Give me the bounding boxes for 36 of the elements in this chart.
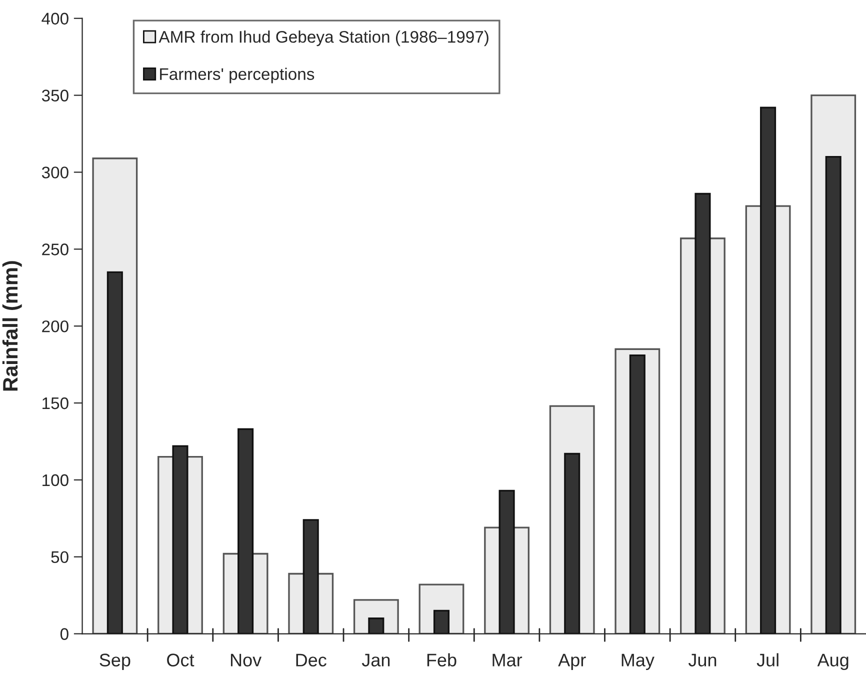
y-tick-label: 50 — [51, 551, 68, 564]
bar — [629, 354, 646, 634]
x-tick-label: Feb — [427, 653, 456, 666]
y-tick-label: 300 — [42, 166, 68, 178]
x-tick-label: Apr — [558, 654, 586, 670]
bar — [368, 618, 384, 634]
x-tick-label: Sep — [100, 654, 130, 670]
y-tick-label: 200 — [42, 320, 68, 332]
x-tick-label: May — [622, 654, 654, 670]
bar — [238, 428, 254, 634]
bar — [172, 445, 188, 634]
legend-label: Farmers' perceptions — [160, 68, 314, 84]
legend-label: AMR from Ihud Gebeya Station (1986–1997) — [158, 30, 488, 46]
x-tick-label: Jan — [362, 654, 390, 666]
x-tick-label: Oct — [167, 654, 194, 666]
bar — [106, 271, 123, 634]
x-tick-label: Nov — [230, 654, 262, 666]
y-tick-label: 100 — [42, 474, 68, 486]
x-tick-label: Aug — [817, 654, 848, 670]
y-tick-label: 350 — [42, 90, 68, 102]
x-tick-label: Jul — [756, 653, 778, 666]
y-tick-label: 400 — [42, 12, 68, 25]
y-tick-label: 250 — [42, 244, 68, 256]
y-tick-label: 0 — [60, 628, 68, 640]
bar — [498, 490, 515, 634]
bar — [433, 610, 450, 634]
bar — [760, 106, 776, 634]
x-tick-label: Jun — [688, 654, 716, 666]
bar — [694, 192, 711, 634]
bar — [302, 519, 319, 634]
y-axis-title: Rainfall (mm) — [2, 261, 22, 391]
x-tick-label: Mar — [492, 654, 522, 666]
x-tick-label: Dec — [296, 654, 326, 666]
bar — [825, 156, 842, 634]
y-tick-label: 150 — [42, 397, 68, 410]
bar — [564, 452, 580, 634]
